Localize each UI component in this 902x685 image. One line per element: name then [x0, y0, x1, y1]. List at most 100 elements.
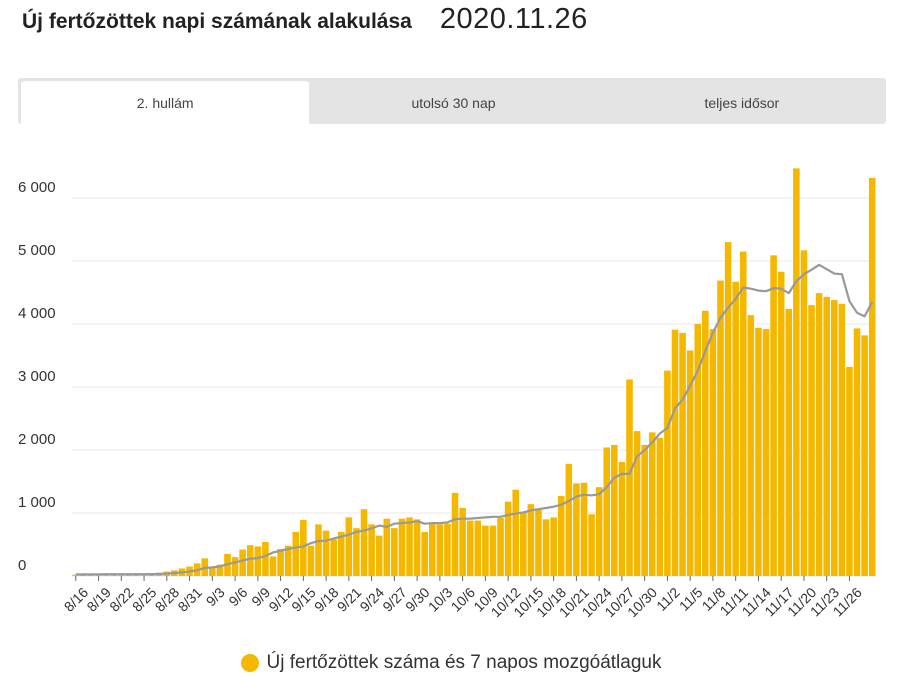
bar[interactable] [368, 524, 375, 576]
bar[interactable] [254, 546, 262, 576]
bar[interactable] [800, 250, 808, 576]
bar[interactable] [671, 329, 679, 576]
bar[interactable] [520, 511, 527, 576]
bar[interactable] [808, 305, 815, 576]
bar[interactable] [724, 242, 732, 576]
bar[interactable] [322, 530, 330, 576]
bar[interactable] [846, 366, 853, 576]
bar[interactable] [307, 545, 315, 576]
bar[interactable] [656, 438, 664, 576]
bar[interactable] [702, 310, 709, 576]
bar[interactable] [269, 556, 277, 576]
bar[interactable] [110, 574, 118, 576]
bar[interactable] [444, 523, 451, 576]
chart-date: 2020.11.26 [439, 3, 588, 35]
bar[interactable] [732, 281, 739, 576]
bar[interactable] [626, 379, 633, 576]
bar[interactable] [489, 525, 497, 576]
bar[interactable] [595, 487, 603, 576]
bar[interactable] [580, 482, 588, 576]
bar[interactable] [406, 517, 413, 576]
bar[interactable] [375, 535, 383, 576]
bar[interactable] [641, 444, 648, 576]
legend[interactable]: Új fertőzöttek száma és 7 napos mozgóátl… [0, 652, 902, 674]
bar[interactable] [246, 545, 254, 576]
tab-second-wave[interactable]: 2. hullám [21, 81, 310, 124]
bar[interactable] [512, 489, 520, 576]
bar[interactable] [618, 461, 626, 576]
bar[interactable] [755, 327, 762, 576]
bar[interactable] [648, 432, 656, 576]
bar[interactable] [785, 308, 793, 576]
bar[interactable] [300, 519, 307, 576]
bar[interactable] [777, 271, 785, 576]
bar[interactable] [337, 531, 345, 576]
x-tick-label: 9/6 [225, 584, 250, 609]
bar[interactable] [466, 520, 474, 576]
bar[interactable] [542, 519, 550, 576]
bar[interactable] [679, 332, 686, 576]
bar[interactable] [762, 329, 770, 576]
bar[interactable] [421, 531, 428, 576]
bar[interactable] [633, 431, 641, 576]
bar[interactable] [823, 296, 830, 576]
bar[interactable] [550, 517, 557, 576]
bar[interactable] [474, 520, 482, 576]
bar[interactable] [330, 539, 337, 576]
bar[interactable] [451, 492, 459, 576]
bar[interactable] [815, 293, 823, 576]
bar[interactable] [482, 525, 489, 576]
bar[interactable] [315, 524, 322, 576]
bar[interactable] [398, 518, 406, 576]
y-tick-label: 6 000 [18, 179, 56, 196]
bar[interactable] [611, 444, 618, 576]
bar[interactable] [588, 514, 595, 576]
tab-full-series[interactable]: teljes idősor [704, 94, 780, 111]
x-tick-label: 9/3 [203, 584, 228, 609]
bar[interactable] [353, 528, 360, 576]
bar[interactable] [428, 522, 436, 576]
bar[interactable] [694, 324, 702, 576]
bar[interactable] [770, 255, 777, 576]
bar[interactable] [345, 517, 353, 576]
bar[interactable] [72, 574, 80, 576]
bar-series [72, 168, 876, 577]
bar[interactable] [709, 329, 717, 576]
bar[interactable] [504, 501, 512, 576]
bar[interactable] [497, 518, 504, 576]
bar[interactable] [284, 545, 292, 576]
bar[interactable] [868, 177, 876, 576]
bar[interactable] [436, 524, 444, 576]
bar[interactable] [686, 350, 694, 576]
bar[interactable] [557, 495, 565, 576]
bar[interactable] [664, 370, 671, 576]
bar[interactable] [527, 504, 535, 576]
bar[interactable] [603, 447, 611, 576]
bar[interactable] [391, 528, 398, 576]
bar[interactable] [292, 531, 300, 576]
bar[interactable] [573, 483, 580, 576]
bar[interactable] [838, 303, 846, 576]
bar[interactable] [830, 300, 838, 576]
bar[interactable] [383, 518, 391, 576]
bar[interactable] [717, 280, 724, 576]
tab-last-30-days[interactable]: utolsó 30 nap [411, 94, 496, 111]
bar[interactable] [565, 463, 573, 576]
bar[interactable] [459, 507, 466, 576]
x-tick-label: 8/31 [174, 584, 205, 615]
title-row: Új fertőzöttek napi számának alakulása 2… [22, 0, 588, 44]
bar[interactable] [231, 557, 239, 576]
bar[interactable] [793, 168, 800, 576]
bar[interactable] [739, 251, 747, 577]
bar[interactable] [747, 315, 755, 576]
bar[interactable] [853, 328, 861, 576]
bar[interactable] [861, 335, 868, 576]
bar[interactable] [413, 519, 421, 576]
bar[interactable] [216, 564, 224, 576]
bar[interactable] [239, 549, 246, 576]
bar[interactable] [277, 548, 284, 576]
bar[interactable] [360, 509, 368, 576]
bar[interactable] [535, 509, 542, 576]
bar[interactable] [262, 541, 269, 576]
bar[interactable] [209, 567, 216, 576]
